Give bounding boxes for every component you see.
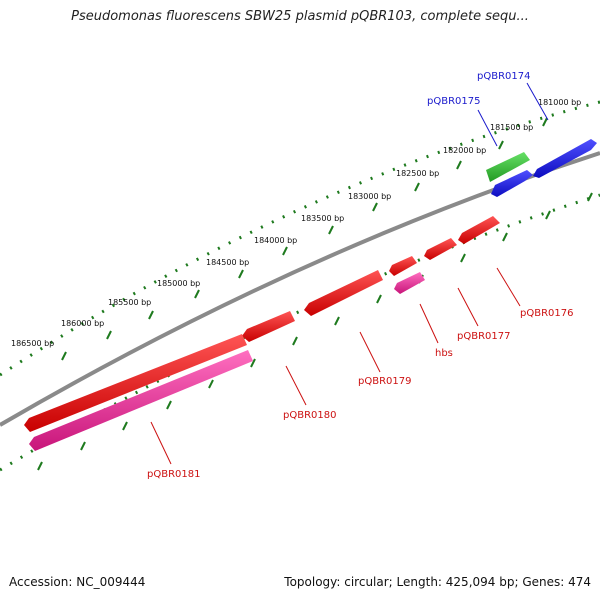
gene-label-hbs[interactable]: hbs: [435, 348, 453, 359]
ruler-inner-tick: [460, 253, 466, 263]
ruler-inner-tick: [334, 316, 340, 326]
ruler-labels: 181000 bp 181500 bp 182000 bp 182500 bp 1830…: [11, 98, 581, 348]
ruler-label: 183000 bp: [348, 192, 391, 201]
gene-arrow-pQBR0174[interactable]: [533, 139, 597, 178]
leader-pQBR0179: [359, 331, 381, 373]
gene-label-pQBR0181[interactable]: pQBR0181: [147, 469, 200, 480]
gene-label-pQBR0174[interactable]: pQBR0174: [477, 71, 530, 82]
ruler-major-tick: [238, 269, 244, 279]
ruler-label: 183500 bp: [301, 214, 344, 223]
gene-labels: pQBR0174 pQBR0175 pQBR0176 pQBR0177 hbs …: [147, 71, 573, 480]
gene-arrow-hbs[interactable]: [394, 272, 425, 294]
gene-arrow-pQBR0179[interactable]: [304, 270, 383, 316]
ruler-major-tick: [148, 310, 154, 320]
gene-arrow-pQBR0178[interactable]: [389, 256, 417, 276]
ruler-major-tick: [328, 225, 334, 235]
ruler-major-tick: [414, 182, 420, 192]
leader-pQBR0180: [285, 365, 307, 406]
gene-label-pQBR0175[interactable]: pQBR0175: [427, 96, 480, 107]
leader-pQBR0175: [477, 109, 498, 147]
ruler-inner-tick: [292, 336, 298, 346]
ruler-major-tick: [372, 202, 378, 212]
ruler-label: 184000 bp: [254, 236, 297, 245]
ruler-inner-tick: [502, 232, 508, 242]
ruler-major-tick: [61, 351, 67, 361]
ruler-label: 186500 bp: [11, 339, 54, 348]
ruler-major-tick: [106, 330, 112, 340]
gene-arrow-pQBR0181[interactable]: [29, 350, 253, 451]
ruler-major-tick: [282, 246, 288, 256]
gene-label-pQBR0177[interactable]: pQBR0177: [457, 331, 510, 342]
ruler-inner-tick: [587, 192, 593, 202]
leader-hbs: [419, 303, 439, 344]
gene-arrow-pQBR0177[interactable]: [424, 238, 457, 260]
ruler-label: 185000 bp: [157, 279, 200, 288]
ruler-label: 181500 bp: [490, 123, 533, 132]
topology-summary: Topology: circular; Length: 425,094 bp; …: [284, 575, 591, 589]
leader-pQBR0176: [496, 267, 521, 307]
ruler-inner-tick: [166, 400, 172, 410]
gene-label-pQBR0179[interactable]: pQBR0179: [358, 376, 411, 387]
leader-pQBR0177: [457, 287, 479, 327]
ruler-inner-tick: [80, 441, 86, 451]
ruler-label: 182000 bp: [443, 146, 486, 155]
ruler-major-tick: [542, 117, 548, 127]
ruler-major-tick: [498, 140, 504, 150]
gene-arrow-pQBR0180[interactable]: [242, 311, 295, 342]
ruler-inner-tick: [37, 461, 43, 471]
gene-arrow-pQBR0176[interactable]: [458, 216, 500, 244]
gene-arrows: [24, 139, 597, 451]
ruler-ticks: [37, 117, 593, 471]
leader-pQBR0181: [150, 421, 172, 465]
gene-arrow-pQBR0174-b[interactable]: [491, 170, 533, 197]
ruler-inner-tick: [208, 379, 214, 389]
gene-arrow-pQBR0175[interactable]: [486, 152, 530, 182]
label-leaders: [150, 82, 549, 465]
page-title: Pseudomonas fluorescens SBW25 plasmid pQ…: [71, 9, 529, 24]
gene-label-pQBR0180[interactable]: pQBR0180: [283, 410, 336, 421]
gene-label-pQBR0176[interactable]: pQBR0176: [520, 308, 573, 319]
ruler-inner-tick: [250, 358, 256, 368]
ruler-label: 186000 bp: [61, 319, 104, 328]
ruler-inner-tick: [545, 210, 551, 220]
ruler-major-tick: [194, 289, 200, 299]
ruler-label: 184500 bp: [206, 258, 249, 267]
leader-pQBR0174: [526, 82, 549, 121]
ruler-label: 182500 bp: [396, 169, 439, 178]
ruler-inner-tick: [376, 294, 382, 304]
accession-text: Accession: NC_009444: [9, 575, 146, 589]
ruler-label: 185500 bp: [108, 298, 151, 307]
ruler-major-tick: [456, 160, 462, 170]
ruler-inner-tick: [122, 421, 128, 431]
ruler-label: 181000 bp: [538, 98, 581, 107]
gene-arrow-pQBR0181-red[interactable]: [24, 334, 247, 432]
